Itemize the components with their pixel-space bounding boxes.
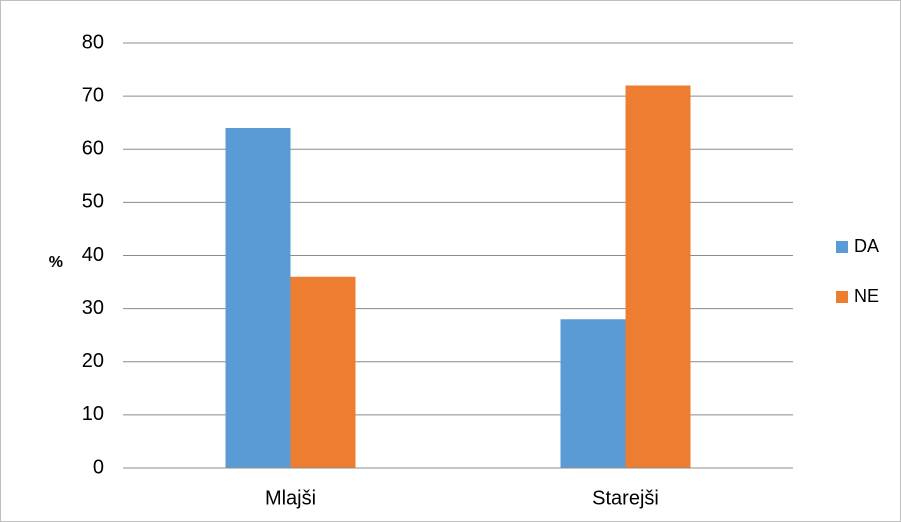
legend-swatch-ne xyxy=(836,291,848,303)
bars xyxy=(225,85,691,468)
bar-da-0 xyxy=(225,128,291,468)
y-tick-label: 40 xyxy=(82,244,104,266)
legend: DA NE xyxy=(836,236,879,306)
legend-label-da: DA xyxy=(854,236,879,256)
y-tick-label: 50 xyxy=(82,191,104,213)
bar-da-1 xyxy=(560,319,626,468)
x-tick-labels: Mlajši Starejši xyxy=(265,487,659,509)
bar-ne-1 xyxy=(625,85,691,468)
y-tick-label: 20 xyxy=(82,350,104,372)
y-axis-title: % xyxy=(49,254,63,271)
x-tick-label: Mlajši xyxy=(265,487,316,509)
x-tick-label: Starejši xyxy=(592,487,659,509)
y-tick-label: 10 xyxy=(82,403,104,425)
y-tick-labels: 0 10 20 30 40 50 60 70 80 xyxy=(82,31,104,478)
y-tick-label: 30 xyxy=(82,297,104,319)
y-tick-label: 60 xyxy=(82,138,104,160)
legend-label-ne: NE xyxy=(854,286,879,306)
y-tick-label: 80 xyxy=(82,31,104,53)
gridlines xyxy=(123,42,793,416)
legend-swatch-da xyxy=(836,241,848,253)
y-tick-label: 70 xyxy=(82,84,104,106)
y-tick-label: 0 xyxy=(93,456,104,478)
bar-ne-0 xyxy=(290,276,356,468)
